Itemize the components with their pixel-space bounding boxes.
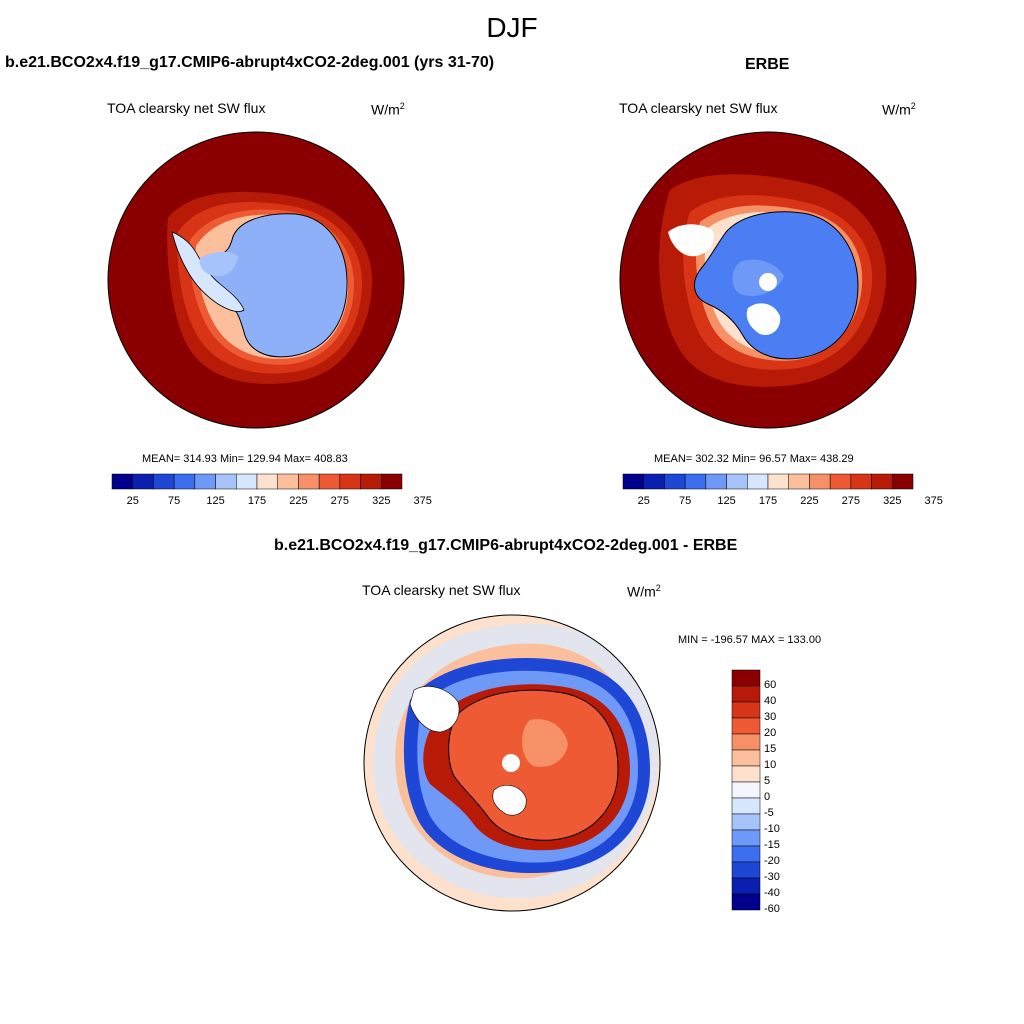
colorbar-swatch (731, 813, 761, 831)
colorbar-swatch (731, 749, 761, 767)
colorbar-tick-label: -5 (764, 807, 774, 819)
diff-colorbar (731, 669, 761, 911)
colorbar-tick-label: 30 (764, 711, 777, 723)
colorbar-tick-label: -30 (764, 871, 780, 883)
left-case-title: b.e21.BCO2x4.f19_g17.CMIP6-abrupt4xCO2-2… (5, 54, 495, 71)
diff-variable-label: TOA clearsky net SW flux (362, 582, 521, 598)
left-colorbar-ticks: 25 75 125 175 225 275 325 375 (112, 495, 432, 509)
diff-units-label: W/m2 (627, 583, 661, 600)
colorbar-swatch (731, 733, 761, 751)
left-ross-region (199, 251, 238, 277)
right-colorbar-ticks: 25 75 125 175 225 275 325 375 (623, 495, 943, 509)
colorbar-tick-label: 15 (764, 743, 777, 755)
colorbar-tick-label: 10 (764, 759, 777, 771)
colorbar-tick-label: 0 (764, 791, 771, 803)
diff-stats: MIN = -196.57 MAX = 133.00 (678, 634, 822, 646)
colorbar-tick-label: 325 (372, 495, 391, 507)
colorbar-tick-label: 75 (679, 495, 692, 507)
diff-interior-patch (522, 719, 568, 767)
diff-polar-hole (502, 754, 520, 772)
right-polar-hole (759, 273, 777, 291)
right-map-border (619, 131, 917, 429)
colorbar-tick-label: 25 (126, 495, 139, 507)
left-colorbar (111, 473, 403, 490)
colorbar-tick-label: -15 (764, 839, 780, 851)
colorbar-tick-label: 5 (764, 775, 771, 787)
colorbar-tick-label: 125 (717, 495, 736, 507)
colorbar-tick-label: 225 (800, 495, 819, 507)
diff-colorbar-ticks: 60 40 30 20 15 10 5 0 -5 -10 -15 -20 -30 -40 -60 (764, 670, 804, 915)
colorbar-tick-label: -40 (764, 887, 780, 899)
diff-missing-data-peninsula (409, 686, 460, 733)
colorbar-swatch (731, 845, 761, 863)
colorbar-tick-label: 20 (764, 727, 777, 739)
colorbar-swatch (731, 877, 761, 895)
colorbar-tick-label: -60 (764, 903, 780, 915)
colorbar-tick-label: 275 (841, 495, 861, 507)
colorbar-swatch (731, 717, 761, 735)
colorbar-tick-label: 40 (764, 695, 777, 707)
colorbar-tick-label: 175 (247, 495, 267, 507)
right-missing-data-ross (746, 303, 781, 336)
colorbar-tick-label: 375 (924, 495, 943, 507)
colorbar-swatch (731, 829, 761, 847)
colorbar-tick-label: -20 (764, 855, 780, 867)
colorbar-swatch (381, 473, 403, 490)
right-case-title: ERBE (745, 56, 790, 73)
colorbar-tick-label: 75 (168, 495, 181, 507)
colorbar-tick-label: 175 (758, 495, 778, 507)
colorbar-swatch (731, 861, 761, 879)
right-colorbar (622, 473, 914, 490)
colorbar-swatch (731, 781, 761, 799)
left-map-border (107, 131, 405, 429)
right-variable-label: TOA clearsky net SW flux (619, 100, 778, 116)
left-variable-label: TOA clearsky net SW flux (107, 100, 266, 116)
right-units-label: W/m2 (882, 101, 916, 118)
colorbar-tick-label: -10 (764, 823, 780, 835)
colorbar-tick-label: 325 (883, 495, 902, 507)
colorbar-swatch (731, 765, 761, 783)
colorbar-swatch (731, 685, 761, 703)
colorbar-swatch (731, 669, 761, 687)
colorbar-tick-label: 25 (637, 495, 650, 507)
colorbar-tick-label: 125 (206, 495, 225, 507)
season-title: DJF (486, 12, 538, 43)
diff-missing-data-ross (492, 785, 527, 816)
colorbar-tick-label: 60 (764, 679, 777, 691)
colorbar-swatch (892, 473, 914, 490)
colorbar-tick-label: 375 (413, 495, 432, 507)
diff-map-border (363, 614, 661, 912)
colorbar-tick-label: 225 (289, 495, 308, 507)
left-stats: MEAN= 314.93 Min= 129.94 Max= 408.83 (142, 453, 348, 465)
colorbar-swatch (731, 893, 761, 911)
colorbar-tick-label: 275 (330, 495, 350, 507)
right-missing-data-peninsula (668, 224, 714, 257)
diff-case-title: b.e21.BCO2x4.f19_g17.CMIP6-abrupt4xCO2-2… (274, 537, 738, 554)
left-units-label: W/m2 (371, 101, 405, 118)
colorbar-swatch (731, 701, 761, 719)
right-stats: MEAN= 302.32 Min= 96.57 Max= 438.29 (654, 453, 854, 465)
colorbar-swatch (731, 797, 761, 815)
